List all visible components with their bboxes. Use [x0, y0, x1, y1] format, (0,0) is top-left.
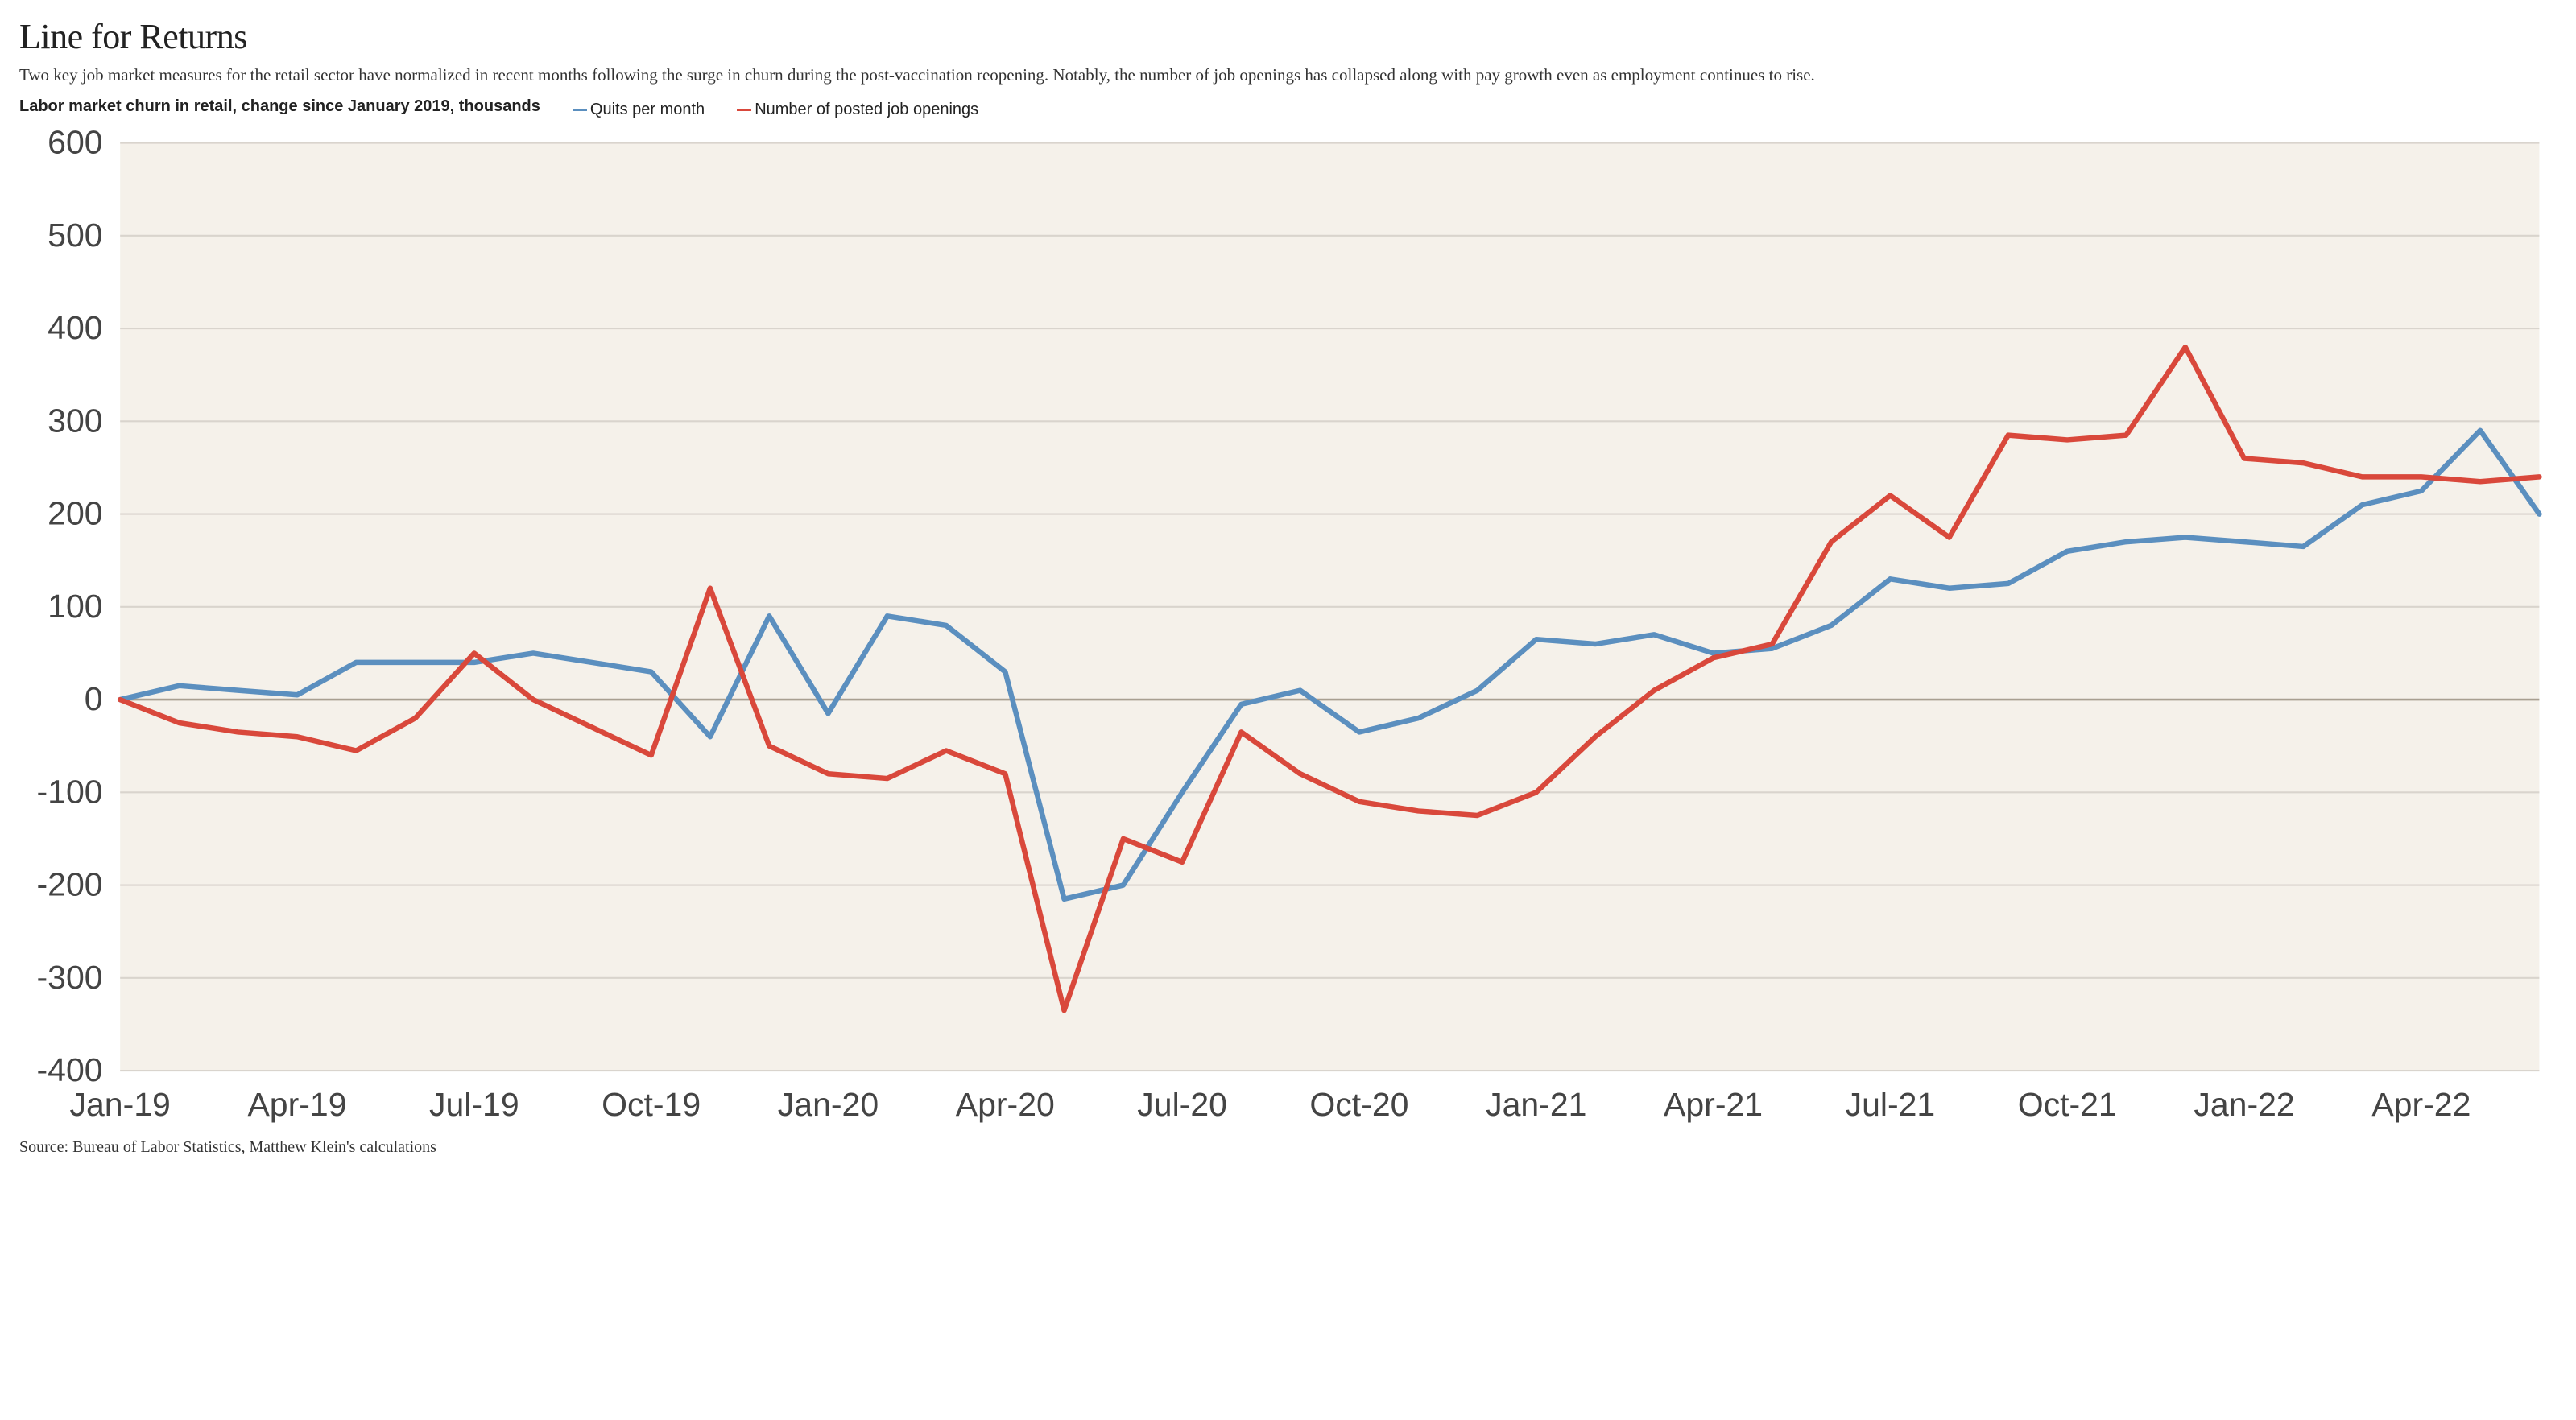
- x-tick-label: Jan-22: [2194, 1087, 2294, 1124]
- chart-title: Line for Returns: [19, 16, 2557, 57]
- x-tick-label: Jan-19: [69, 1087, 170, 1124]
- x-tick-label: Apr-22: [2371, 1087, 2471, 1124]
- chart-source: Source: Bureau of Labor Statistics, Matt…: [19, 1138, 2557, 1157]
- y-tick-label: 500: [48, 217, 102, 254]
- y-tick-label: -400: [37, 1051, 103, 1088]
- y-tick-label: -200: [37, 866, 103, 903]
- x-tick-label: Jan-21: [1486, 1087, 1586, 1124]
- chart-axis-label: Labor market churn in retail, change sin…: [19, 97, 540, 116]
- x-tick-label: Apr-20: [956, 1087, 1055, 1124]
- x-tick-label: Jul-20: [1137, 1087, 1227, 1124]
- chart-container: -400 -300 -200 -100 0 100 200 300 400 500 600 Jan-1…: [19, 126, 2557, 1133]
- y-tick-label: 100: [48, 588, 102, 625]
- y-tick-label: 600: [48, 126, 102, 161]
- x-tick-label: Apr-21: [1664, 1087, 1763, 1124]
- legend-item-openings: Number of posted job openings: [737, 101, 978, 119]
- legend-swatch-openings: [737, 109, 751, 111]
- chart-subtitle: Two key job market measures for the reta…: [19, 64, 2557, 86]
- legend-label-quits: Quits per month: [590, 101, 705, 119]
- y-tick-label: -100: [37, 774, 103, 811]
- legend-row: Labor market churn in retail, change sin…: [19, 97, 2557, 119]
- x-tick-label: Oct-20: [1309, 1087, 1408, 1124]
- x-tick-label: Jan-20: [778, 1087, 879, 1124]
- y-tick-label: 400: [48, 309, 102, 346]
- y-tick-label: 200: [48, 495, 102, 532]
- line-chart: -400 -300 -200 -100 0 100 200 300 400 500 600 Jan-1…: [19, 126, 2557, 1133]
- x-tick-label: Apr-19: [247, 1087, 346, 1124]
- x-tick-label: Oct-21: [2018, 1087, 2117, 1124]
- legend-label-openings: Number of posted job openings: [755, 101, 978, 119]
- x-tick-label: Oct-19: [602, 1087, 701, 1124]
- legend-swatch-quits: [573, 109, 587, 111]
- x-tick-label: Jul-21: [1846, 1087, 1936, 1124]
- x-tick-label: Jul-19: [429, 1087, 519, 1124]
- legend-item-quits: Quits per month: [573, 101, 705, 119]
- y-tick-label: -300: [37, 959, 103, 996]
- y-tick-label: 300: [48, 402, 102, 440]
- y-tick-label: 0: [85, 680, 103, 717]
